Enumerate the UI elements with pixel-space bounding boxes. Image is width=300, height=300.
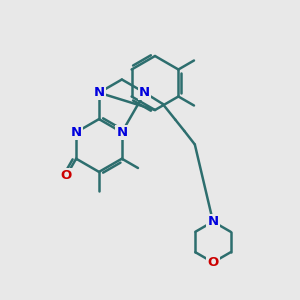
Text: N: N (139, 86, 150, 99)
Text: N: N (70, 126, 82, 139)
Text: N: N (116, 126, 128, 139)
Text: N: N (93, 86, 105, 99)
Text: N: N (207, 215, 219, 228)
Text: O: O (207, 256, 219, 269)
Text: O: O (61, 169, 72, 182)
